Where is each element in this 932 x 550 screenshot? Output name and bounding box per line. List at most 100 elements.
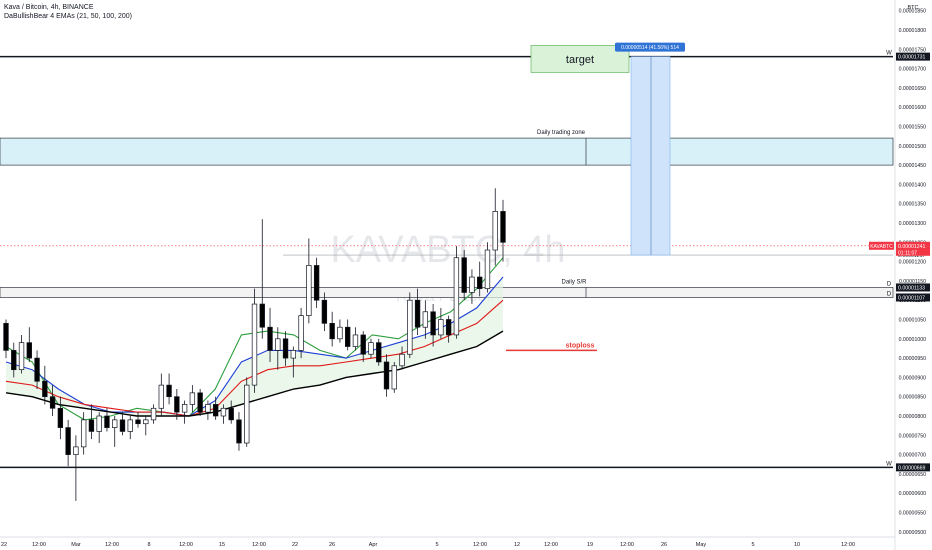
candle [383, 354, 390, 397]
target-box[interactable] [530, 45, 630, 73]
price-tick-label: 0.00001150 [899, 279, 926, 285]
price-tick-label: 0.00001050 [899, 318, 927, 324]
candle [3, 319, 9, 359]
candle [49, 385, 56, 416]
price-tick-label: 0.00000950 [899, 356, 927, 362]
indicator-legend: DaBullishBear 4 EMAs (21, 50, 100, 200) [4, 13, 133, 20]
candle-body [174, 396, 180, 413]
candle-body [26, 342, 32, 359]
price-tick-label: 0.00001200 [899, 260, 927, 266]
projection-box[interactable] [630, 56, 671, 256]
ticker-tag-bg [869, 241, 894, 250]
candle [135, 412, 141, 428]
price-tick-label: 0.00000700 [899, 453, 927, 459]
price-tick-label: 0.00001750 [899, 47, 927, 53]
candle [321, 292, 328, 332]
candle-body [112, 419, 118, 428]
candle-body [321, 299, 328, 324]
candle-body [205, 404, 211, 413]
candle-body [150, 407, 157, 421]
candle-body [337, 326, 343, 340]
time-tick-label: 26 [661, 542, 667, 548]
candle-body [445, 319, 452, 336]
projection-label: 0.00000514 (41.56%) 514 [621, 45, 679, 51]
candle [251, 288, 258, 393]
candle [197, 388, 203, 416]
time-tick-label: 22 [1, 542, 7, 548]
candle [461, 250, 467, 301]
daily-trading-zone[interactable] [0, 137, 894, 166]
candle [345, 319, 351, 351]
price-tick-label: 0.00000800 [899, 414, 927, 420]
candle [158, 373, 164, 416]
candle-body [65, 427, 71, 455]
candle [282, 331, 289, 366]
candle [42, 365, 48, 405]
candle [391, 361, 397, 393]
candle [112, 416, 118, 447]
candle [352, 327, 359, 351]
candle-body [57, 407, 64, 428]
time-tick-label: Mar [71, 542, 81, 548]
candle [422, 300, 429, 339]
time-tick-label: Apr [369, 542, 378, 548]
time-tick-label: 22 [292, 542, 298, 548]
daily-sr-bottom-price-tag-bg [896, 293, 930, 302]
time-tick-label: 12:00 [32, 542, 46, 548]
weekly-top-price-tag-bg [896, 52, 930, 61]
candle-body [11, 350, 17, 371]
candle-body [236, 419, 242, 444]
candle [96, 412, 102, 444]
candle-body [368, 342, 374, 355]
candle [189, 385, 196, 413]
daily-sr-top-price-tag: 0.00001133 [898, 285, 925, 291]
price-tick-label: 0.00001850 [899, 9, 927, 15]
candle-body [383, 361, 390, 390]
candle-body [49, 396, 56, 409]
daily-sr-zone[interactable] [0, 287, 894, 298]
daily-sr-top-tag: D [887, 281, 892, 287]
candle [337, 319, 343, 343]
daily-sr-bottom-tag: D [887, 291, 892, 297]
candle-body [166, 384, 172, 398]
candle-body [228, 407, 234, 421]
candle [220, 404, 227, 424]
candle [275, 327, 281, 370]
candle [414, 288, 421, 335]
candle [445, 315, 452, 343]
candle-body [275, 338, 281, 351]
candle-body [422, 311, 429, 328]
candle-body [329, 323, 335, 340]
price-tick-label: 0.00001000 [899, 337, 927, 343]
chart-symbol-title: Kava / Bitcoin, 4h, BINANCE [4, 4, 94, 11]
candle-body [453, 257, 460, 336]
weekly-bottom-price-tag-bg [896, 463, 930, 472]
candle [236, 412, 242, 451]
candle-body [135, 419, 141, 425]
time-tick-label: 12:00 [252, 542, 266, 548]
current-price-tag-bg [896, 241, 930, 256]
watermark-ticker: KAVABTC, 4h [330, 229, 565, 271]
candle [492, 188, 498, 266]
current-price-tag: 0.00001241 [898, 244, 926, 250]
candle [143, 416, 149, 436]
current-price-countdown: 01:11:07 [898, 250, 917, 256]
time-tick-label: 12:00 [105, 542, 119, 548]
daily-trading-zone-label: Daily trading zone [537, 130, 586, 136]
time-tick-label: 12:00 [841, 542, 855, 548]
candle-body [282, 338, 289, 359]
candle-body [492, 211, 498, 251]
candle [228, 400, 234, 424]
price-tick-label: 0.00001650 [899, 86, 927, 92]
daily-sr-bottom-price-tag: 0.00001107 [898, 295, 925, 301]
ema-200-line[interactable] [5, 330, 504, 417]
price-tick-label: 0.00001800 [899, 28, 927, 34]
candle [477, 261, 483, 297]
time-tick-label: 8 [147, 542, 150, 548]
time-tick-label: 12:00 [620, 542, 634, 548]
price-tick-label: 0.00001700 [899, 67, 927, 73]
candle-body [469, 276, 475, 293]
candle-body [212, 404, 219, 417]
resistance-price-tag: 0.00001217 [898, 253, 926, 259]
